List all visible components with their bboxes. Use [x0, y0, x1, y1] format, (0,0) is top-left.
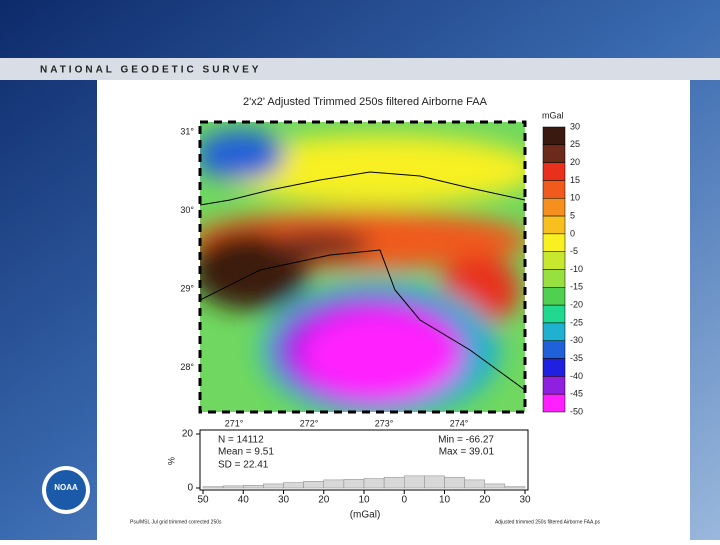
- colorbar-segment: [542, 215, 566, 235]
- colorbar: 30 25 20 15 10 5 0 -5 -10 -15 -20 -25 -30 -35 -40 -45 -5…: [542, 121, 583, 416]
- shelf-line: [200, 249, 525, 391]
- colorbar-segment: [542, 180, 566, 199]
- colorbar-label: 30: [570, 121, 580, 131]
- x-tick-label: 50: [197, 495, 209, 506]
- y-tick-label: 20: [182, 429, 194, 440]
- histogram-bar: [303, 481, 324, 489]
- colorbar-label: 5: [570, 210, 575, 220]
- logo-inner: [46, 470, 86, 510]
- histogram-bar: [464, 479, 485, 489]
- colorbar-segment: [542, 162, 566, 181]
- colorbar-label: 0: [570, 228, 575, 238]
- colorbar-segment: [542, 198, 566, 217]
- colorbar-label: 15: [570, 175, 580, 185]
- histogram-bar: [424, 475, 445, 489]
- colorbar-segment: [542, 393, 566, 413]
- colorbar-segment: [542, 287, 566, 306]
- colorbar-label: -40: [570, 371, 583, 381]
- colorbar-segment: [542, 126, 566, 146]
- colorbar-unit: mGal: [542, 110, 564, 120]
- histogram-bar: [444, 476, 465, 489]
- histogram-bar: [263, 483, 284, 489]
- stat-label: Mean = 9.51: [218, 447, 274, 458]
- map-title: 2'x2' Adjusted Trimmed 250s filtered Air…: [243, 96, 488, 108]
- logo-text: NOAA: [54, 483, 78, 492]
- map-frame: [198, 120, 527, 414]
- colorbar-label: -20: [570, 300, 583, 310]
- x-tick-label: 10: [358, 495, 370, 506]
- map-anomalies: [200, 130, 525, 412]
- histogram-bar: [504, 486, 526, 489]
- histogram-bar: [404, 475, 425, 489]
- colorbar-segment: [542, 144, 566, 163]
- colorbar-segment: [542, 376, 566, 395]
- colorbar-label: -35: [570, 353, 583, 363]
- x-tick-label: 20: [318, 495, 330, 506]
- histogram-bar: [283, 482, 304, 489]
- colorbar-segment: [542, 340, 566, 359]
- colorbar-label: -50: [570, 406, 583, 416]
- footer-left: Psu/MSL Jul grid trimmed corrected 250s: [130, 519, 222, 525]
- lat-label: 31°: [180, 126, 194, 136]
- stat-label: Min = -66.27: [438, 435, 494, 446]
- lat-label: 29°: [180, 283, 194, 293]
- histogram-bar: [323, 479, 345, 489]
- colorbar-segment: [542, 251, 566, 270]
- x-axis-label: (mGal): [350, 510, 381, 521]
- x-tick-label: 30: [278, 495, 290, 506]
- colorbar-label: 25: [570, 139, 580, 149]
- lon-label: 271°: [225, 418, 244, 428]
- histogram-bar: [383, 476, 405, 489]
- lon-label: 273°: [375, 418, 394, 428]
- histogram-bar: [222, 485, 244, 489]
- colorbar-label: -45: [570, 389, 583, 399]
- colorbar-label: -5: [570, 246, 578, 256]
- colorbar-segment: [542, 322, 566, 341]
- lon-label: 274°: [450, 418, 469, 428]
- colorbar-segment: [542, 358, 566, 377]
- stat-label: Max = 39.01: [439, 447, 495, 458]
- x-tick-label: 20: [479, 495, 491, 506]
- colorbar-segment: [542, 269, 566, 288]
- colorbar-label: -10: [570, 264, 583, 274]
- lon-label: 272°: [300, 418, 319, 428]
- colorbar-label: 20: [570, 157, 580, 167]
- colorbar-segment: [542, 304, 566, 324]
- x-tick-label: 30: [519, 495, 531, 506]
- lat-labels: 31° 30° 29° 28°: [180, 126, 194, 372]
- footer-right: Adjusted trimmed 250s filtered Airborne …: [495, 519, 601, 525]
- colorbar-label: -15: [570, 282, 583, 292]
- lon-labels: 271° 272° 273° 274°: [225, 418, 469, 428]
- histogram-bar: [363, 478, 385, 489]
- colorbar-label: 10: [570, 193, 580, 203]
- x-tick-label: 0: [401, 495, 407, 506]
- y-axis-label: %: [166, 457, 176, 465]
- header-title: NATIONAL GEODETIC SURVEY: [40, 65, 261, 76]
- colorbar-label: -30: [570, 335, 583, 345]
- histogram-bar: [243, 485, 264, 489]
- colorbar-label: -25: [570, 317, 583, 327]
- banner: [0, 58, 720, 80]
- y-tick-label: 0: [187, 483, 193, 494]
- x-tick-label: 40: [238, 495, 250, 506]
- lat-label: 28°: [180, 362, 194, 372]
- map: [200, 122, 525, 412]
- histogram-bar: [202, 486, 224, 489]
- histogram-bar: [484, 483, 506, 489]
- colorbar-segment: [542, 233, 566, 252]
- coastline: [200, 171, 525, 206]
- stat-label: SD = 22.41: [218, 460, 269, 471]
- histogram-bar: [343, 479, 365, 489]
- lat-label: 30°: [180, 205, 194, 215]
- x-tick-label: 10: [439, 495, 451, 506]
- stat-label: N = 14112: [218, 435, 264, 446]
